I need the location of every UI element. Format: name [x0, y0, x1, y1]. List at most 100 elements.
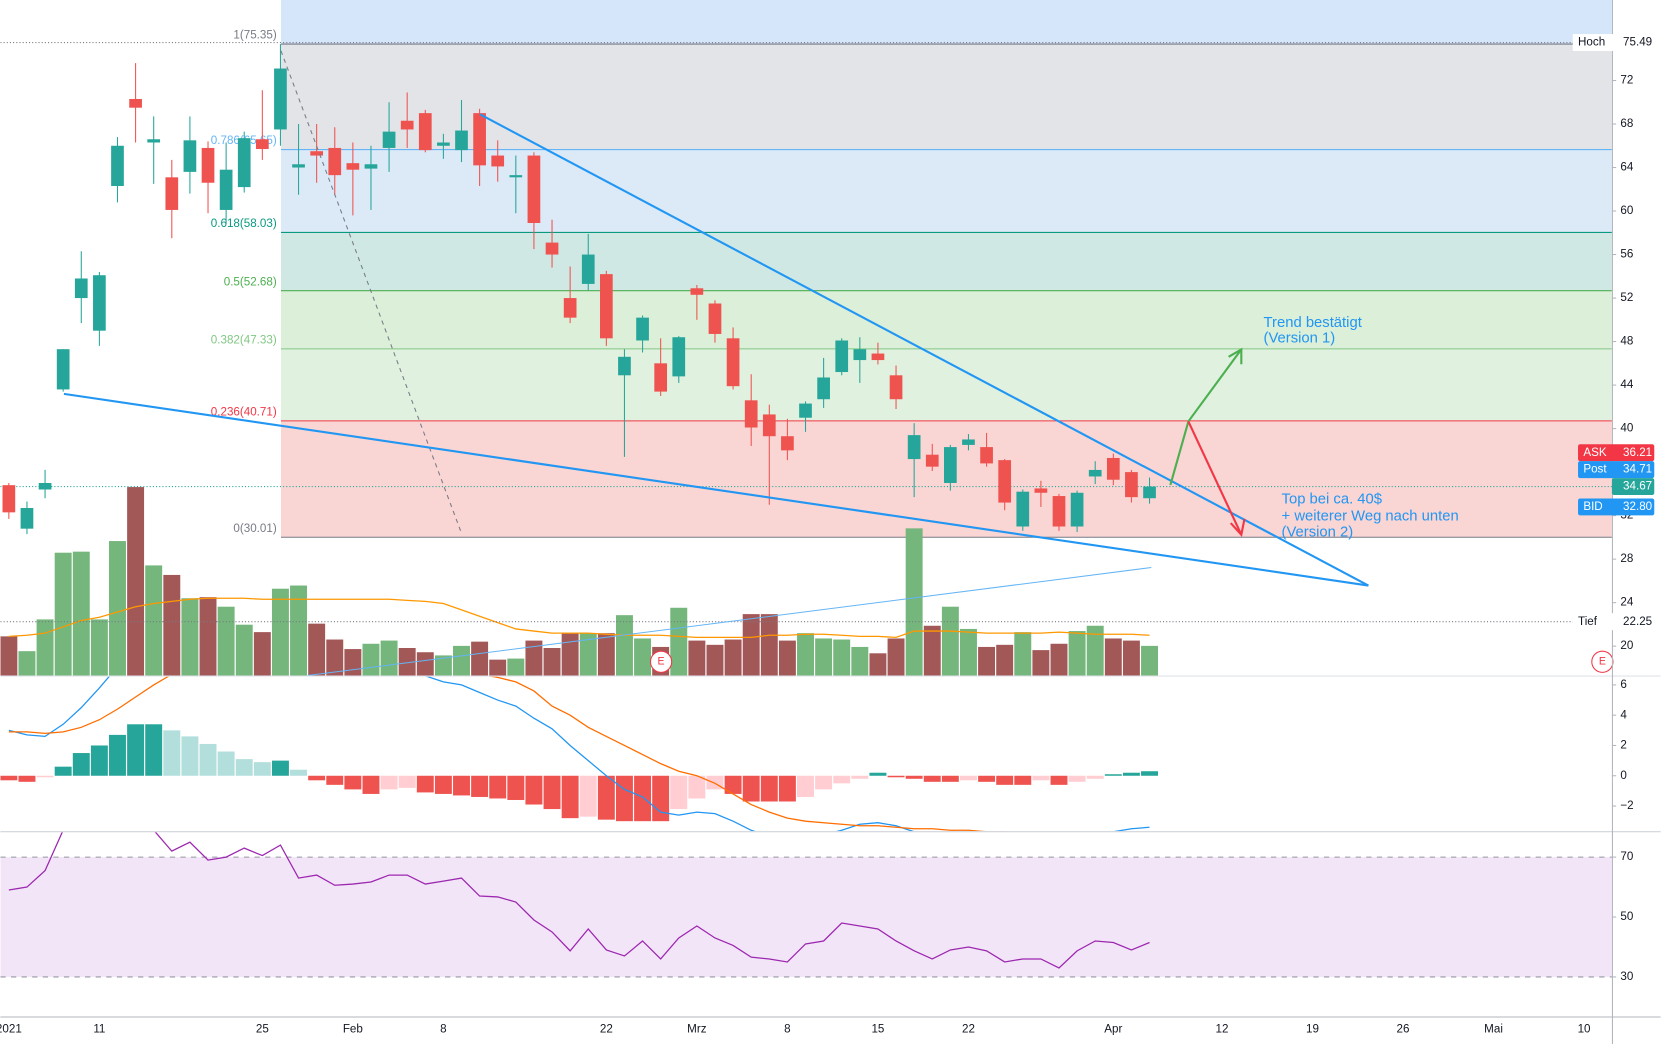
y-tick-label: 50	[1620, 910, 1633, 923]
macd-histogram-bar	[344, 775, 362, 790]
volume-bar	[1122, 640, 1140, 676]
fib-label: 0.236(40.71)	[211, 405, 277, 418]
macd-histogram-bar	[18, 775, 36, 782]
candle-body	[1070, 492, 1084, 527]
x-tick-label: 8	[784, 1022, 790, 1035]
price-tag-value: 34.71	[1623, 463, 1652, 476]
macd-histogram-bar	[1086, 775, 1104, 779]
macd-histogram-bar	[1122, 772, 1140, 776]
macd-histogram-bar	[923, 775, 941, 782]
drawings: Trend bestätigt (Version 1) Top bei ca. …	[63, 50, 1614, 677]
macd-histogram-bar	[887, 775, 905, 778]
y-tick-label: 6	[1620, 678, 1626, 691]
price-panel	[0, 42, 1612, 676]
candle-body	[400, 120, 414, 130]
volume-bar	[344, 649, 362, 676]
volume-bar	[1032, 650, 1050, 676]
price-tag-value: 22.25	[1623, 615, 1652, 628]
macd-histogram-bar	[217, 751, 235, 776]
price-tag	[1611, 478, 1655, 496]
macd-histogram-bar	[145, 724, 163, 776]
earnings-marker[interactable]	[649, 650, 673, 673]
volume-bar	[959, 628, 977, 676]
candle-body	[418, 113, 432, 151]
volume-bar	[434, 655, 452, 676]
candle-body	[581, 254, 595, 284]
rsi-clip	[0, 832, 1612, 978]
candle-body	[744, 400, 758, 428]
volume-bar	[815, 638, 833, 676]
earnings-label[interactable]: E	[1599, 656, 1606, 668]
macd-histogram-bar	[833, 775, 851, 784]
volume-bar	[887, 638, 905, 676]
volume-ma-line	[8, 597, 1150, 639]
candle-body	[781, 436, 794, 451]
volume-bar	[308, 623, 326, 676]
price-tag-name: Tief	[1578, 615, 1598, 628]
x-tick-label: Apr	[1104, 1022, 1122, 1035]
macd-histogram-bar	[72, 753, 90, 776]
macd-histogram-bar	[489, 775, 507, 799]
volume-bar	[398, 648, 416, 676]
macd-histogram-bar	[597, 775, 615, 820]
volume-bar	[579, 633, 597, 676]
x-tick-label: 11	[93, 1022, 105, 1035]
volume-bar	[797, 633, 814, 676]
candle-body	[274, 68, 287, 130]
fib-trend-line	[280, 50, 463, 535]
candle-body	[382, 131, 396, 148]
y-tick-label: 30	[1620, 970, 1633, 983]
candle-body	[944, 447, 957, 483]
fib-zone	[280, 44, 1612, 150]
candle-body	[2, 485, 16, 513]
price-tag	[1572, 613, 1658, 631]
earnings-label[interactable]: E	[658, 656, 665, 668]
x-tick-label: 2021	[0, 1022, 22, 1035]
volume-bar	[326, 639, 344, 676]
volume-bar	[18, 651, 36, 676]
y-tick-label: 2	[1620, 739, 1626, 752]
volume-bar	[380, 640, 398, 676]
x-tick-label: 8	[440, 1022, 446, 1035]
price-tag	[1572, 34, 1658, 52]
volume-bar	[978, 646, 996, 676]
fib-label: 1(75.35)	[233, 29, 276, 42]
candle-body	[1052, 496, 1066, 527]
volume-bar	[760, 614, 778, 676]
volume-bar	[36, 619, 54, 676]
price-tag-name: Hoch	[1578, 36, 1605, 49]
volume-bar	[145, 565, 163, 676]
macd-clip	[0, 676, 1158, 832]
macd-histogram-bar	[290, 769, 308, 776]
macd-histogram-bar	[959, 775, 977, 781]
macd-histogram-bar	[525, 775, 543, 805]
candle-body	[907, 435, 921, 460]
macd-histogram-bar	[271, 760, 289, 776]
annotation: + weiterer Weg nach unten	[1282, 509, 1459, 525]
candle-body	[726, 338, 740, 387]
fib-zone	[280, 0, 1612, 45]
candle-body	[599, 274, 613, 339]
price-background: 1(75.35)0.786(65.65)0.618(58.03)0.5(52.6…	[211, 0, 1612, 538]
red-arrow-head	[1229, 518, 1246, 537]
volume-bar	[1068, 631, 1086, 676]
volume-bar	[235, 624, 253, 676]
y-tick-label: 60	[1620, 204, 1633, 217]
candle-body	[998, 460, 1012, 503]
volume-bar	[0, 636, 18, 676]
candle-body	[491, 155, 505, 167]
volume-bar	[724, 639, 742, 676]
candle-body	[346, 163, 360, 170]
macd-histogram-bar	[181, 736, 199, 776]
macd-line	[8, 676, 1150, 832]
y-tick-label: 44	[1620, 378, 1633, 391]
volume-bar	[362, 643, 380, 676]
candle-body	[962, 439, 975, 445]
annotation: (Version 1)	[1264, 331, 1336, 347]
y-tick-label: 68	[1620, 117, 1633, 130]
candle-body	[672, 337, 686, 377]
annotation: Trend bestätigt	[1264, 315, 1362, 331]
macd-histogram-bar	[688, 775, 706, 799]
